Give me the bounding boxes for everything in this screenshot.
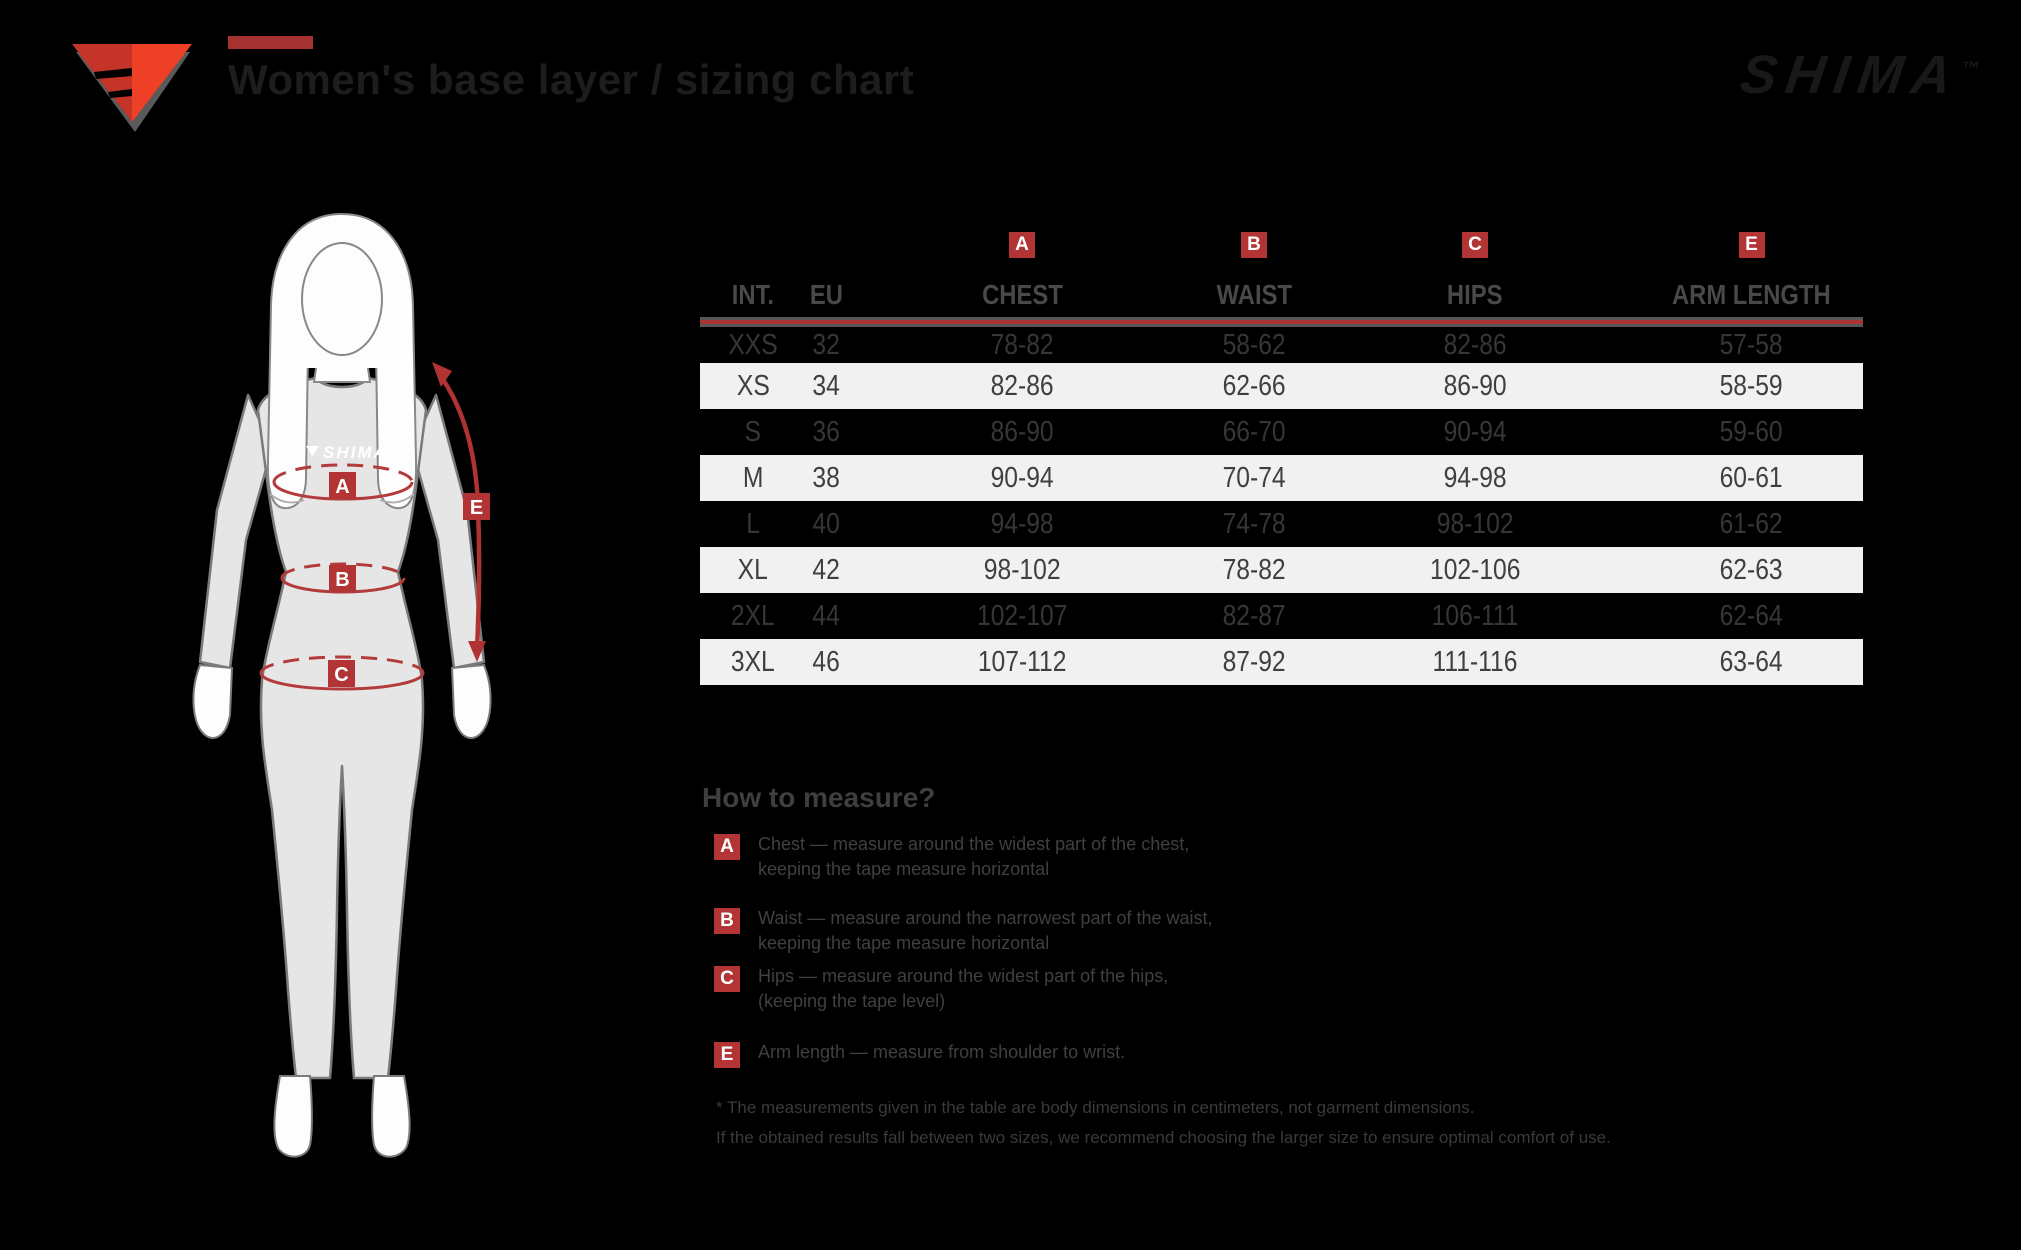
measure-badge-c: C: [714, 966, 740, 992]
header-chest: CHEST: [981, 278, 1063, 310]
svg-text:B: B: [335, 569, 349, 591]
svg-text:SHIMA: SHIMA: [323, 443, 388, 462]
measure-item-e: E Arm length — measure from shoulder to …: [714, 1040, 1125, 1068]
column-badge-b: B: [1241, 232, 1267, 258]
table-badge-row: A B C E: [700, 232, 1863, 272]
measure-item-a: A Chest — measure around the widest part…: [714, 832, 1189, 882]
table-row: L 40 94-98 74-78 98-102 61-62: [746, 507, 1784, 540]
table-row: 2XL 44 102-107 82-87 106-111 62-64: [731, 599, 1784, 632]
measure-item-b: B Waist — measure around the narrowest p…: [714, 906, 1213, 956]
measure-badge-a: A: [714, 834, 740, 860]
svg-text:C: C: [334, 664, 348, 686]
column-badge-a: A: [1009, 232, 1035, 258]
column-badge-e: E: [1738, 232, 1765, 258]
measure-text-c-line1: Hips — measure around the widest part of…: [758, 966, 1169, 986]
header-arm-length: ARM LENGTH: [1672, 278, 1831, 310]
table-header-row: INT. EU CHEST WAIST HIPS ARM LENGTH: [700, 272, 1863, 317]
table-row: 3XL 46 107-112 87-92 111-116 63-64: [700, 639, 1863, 685]
table-row: XL 42 98-102 78-82 102-106 62-63: [700, 547, 1863, 593]
table-row: XXS 32 78-82 58-62 82-86 57-58: [728, 328, 1784, 361]
figure-badge-a: A: [329, 472, 356, 499]
page-title: Women's base layer / sizing chart: [228, 56, 915, 103]
title-accent-bar: [228, 36, 313, 49]
column-badge-c: C: [1462, 232, 1488, 258]
measurement-figure: SHIMA A B C E: [120, 210, 520, 1190]
brand-wordmark: SHIMA™: [1736, 45, 1981, 105]
measure-text-e-line1: Arm length — measure from shoulder to wr…: [758, 1042, 1126, 1062]
header-waist: WAIST: [1216, 278, 1292, 310]
header-eu: EU: [809, 278, 843, 310]
measure-text-c-line2: (keeping the tape level): [758, 991, 946, 1011]
brand-logo-icon: [66, 28, 198, 140]
measure-item-c: C Hips — measure around the widest part …: [714, 964, 1168, 1014]
trademark-symbol: ™: [1959, 58, 1981, 78]
measure-guide-title: How to measure?: [702, 782, 936, 813]
figure-badge-c: C: [328, 660, 355, 687]
chest-brand-logo: SHIMA: [306, 443, 388, 462]
size-table: A B C E INT. EU CHEST WAIST HIPS ARM LEN…: [700, 232, 1863, 685]
header-int: INT.: [731, 278, 775, 310]
footnote-line-2: If the obtained results fall between two…: [716, 1128, 1611, 1147]
table-row: S 36 86-90 66-70 90-94 59-60: [744, 415, 1784, 448]
footnote-line-1: * The measurements given in the table ar…: [716, 1098, 1475, 1117]
figure-badge-b: B: [329, 565, 356, 592]
measure-text-b-line1: Waist — measure around the narrowest par…: [758, 908, 1213, 928]
measure-text-b-line2: keeping the tape measure horizontal: [758, 933, 1050, 953]
measure-text-a-line1: Chest — measure around the widest part o…: [758, 834, 1190, 854]
figure-badge-e: E: [463, 493, 490, 520]
measure-text-a-line2: keeping the tape measure horizontal: [758, 859, 1050, 879]
table-row: XS 34 82-86 62-66 86-90 58-59: [700, 363, 1863, 409]
measure-badge-e: E: [714, 1042, 740, 1068]
measure-badge-b: B: [714, 908, 740, 934]
table-row: M 38 90-94 70-74 94-98 60-61: [700, 455, 1863, 501]
svg-text:A: A: [335, 476, 349, 498]
header-hips: HIPS: [1447, 278, 1503, 310]
header-divider-rule: [700, 317, 1863, 327]
svg-text:E: E: [470, 497, 483, 519]
woman-silhouette-illustration: SHIMA A B C E: [192, 212, 492, 1158]
